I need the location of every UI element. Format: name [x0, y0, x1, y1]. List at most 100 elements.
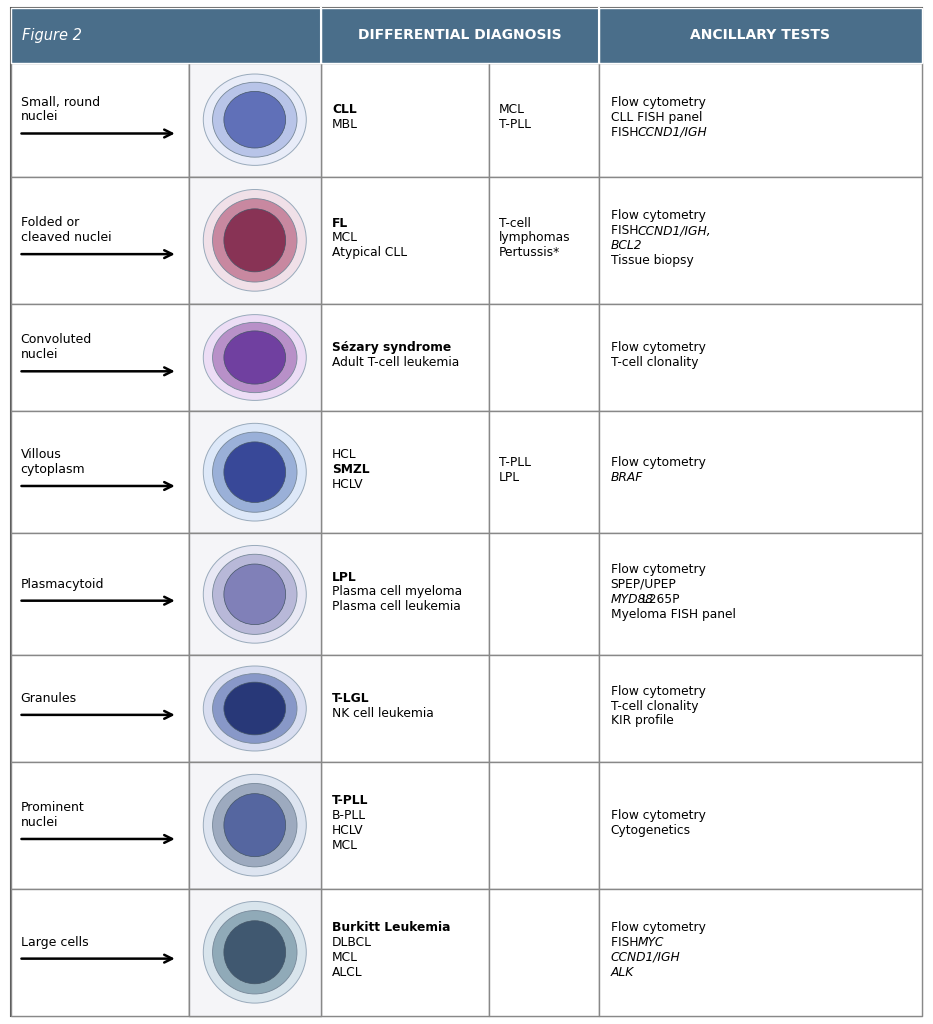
- Ellipse shape: [224, 331, 285, 384]
- Ellipse shape: [224, 209, 285, 271]
- Bar: [321, 762, 489, 889]
- Bar: [599, 8, 922, 62]
- Bar: [599, 411, 922, 534]
- Ellipse shape: [224, 91, 285, 148]
- Bar: [11, 62, 188, 177]
- Text: T-LGL: T-LGL: [332, 692, 369, 706]
- Text: DLBCL: DLBCL: [332, 936, 372, 949]
- Text: B-PLL: B-PLL: [332, 809, 366, 822]
- Text: MCL: MCL: [498, 103, 524, 117]
- Text: MYC: MYC: [638, 936, 664, 949]
- Bar: [188, 889, 321, 1016]
- Text: Flow cytometry: Flow cytometry: [611, 685, 705, 697]
- Text: SMZL: SMZL: [332, 463, 369, 476]
- Bar: [188, 411, 321, 534]
- Ellipse shape: [203, 666, 306, 751]
- Bar: [188, 304, 321, 411]
- Text: FISH: FISH: [611, 224, 642, 237]
- Text: Figure 2: Figure 2: [22, 28, 82, 43]
- Text: Atypical CLL: Atypical CLL: [332, 247, 407, 259]
- Text: Flow cytometry: Flow cytometry: [611, 809, 705, 822]
- Text: MCL: MCL: [332, 950, 358, 964]
- Bar: [188, 177, 321, 304]
- Text: nuclei: nuclei: [21, 816, 58, 828]
- Bar: [321, 62, 489, 177]
- Text: Adult T-cell leukemia: Adult T-cell leukemia: [332, 356, 459, 369]
- Text: T-cell clonality: T-cell clonality: [611, 699, 698, 713]
- Text: Flow cytometry: Flow cytometry: [611, 209, 705, 222]
- Text: HCLV: HCLV: [332, 478, 364, 492]
- Text: HCLV: HCLV: [332, 823, 364, 837]
- Text: Flow cytometry: Flow cytometry: [611, 96, 705, 109]
- Ellipse shape: [213, 323, 297, 392]
- Ellipse shape: [213, 674, 297, 743]
- Ellipse shape: [224, 682, 285, 735]
- Ellipse shape: [224, 921, 285, 984]
- Text: Granules: Granules: [21, 692, 77, 705]
- Text: nuclei: nuclei: [21, 348, 58, 361]
- Ellipse shape: [224, 794, 285, 857]
- Ellipse shape: [203, 546, 306, 643]
- Text: BRAF: BRAF: [611, 471, 643, 483]
- Text: Large cells: Large cells: [21, 936, 88, 948]
- Bar: [188, 762, 321, 889]
- Ellipse shape: [213, 199, 297, 282]
- Bar: [489, 889, 599, 1016]
- Ellipse shape: [203, 774, 306, 876]
- Bar: [321, 177, 489, 304]
- Bar: [489, 62, 599, 177]
- Bar: [599, 304, 922, 411]
- Text: CCND1/IGH: CCND1/IGH: [611, 950, 680, 964]
- Bar: [11, 655, 188, 762]
- Text: cytoplasm: cytoplasm: [21, 463, 85, 476]
- Text: Cytogenetics: Cytogenetics: [611, 823, 690, 837]
- Ellipse shape: [224, 564, 285, 625]
- Bar: [321, 655, 489, 762]
- Text: Sézary syndrome: Sézary syndrome: [332, 341, 452, 354]
- Bar: [188, 534, 321, 655]
- Text: T-PLL: T-PLL: [332, 794, 369, 807]
- Text: Burkitt Leukemia: Burkitt Leukemia: [332, 921, 451, 934]
- Bar: [489, 304, 599, 411]
- Text: HCL: HCL: [332, 449, 356, 462]
- Text: T-cell clonality: T-cell clonality: [611, 356, 698, 369]
- Text: cleaved nuclei: cleaved nuclei: [21, 231, 111, 244]
- Bar: [11, 534, 188, 655]
- Text: ALK: ALK: [611, 966, 634, 979]
- Text: Villous: Villous: [21, 449, 62, 461]
- Bar: [489, 177, 599, 304]
- Ellipse shape: [213, 82, 297, 157]
- Bar: [489, 655, 599, 762]
- Text: Myeloma FISH panel: Myeloma FISH panel: [611, 607, 735, 621]
- Ellipse shape: [213, 432, 297, 512]
- Bar: [321, 534, 489, 655]
- Text: KIR profile: KIR profile: [611, 715, 674, 727]
- Text: MBL: MBL: [332, 118, 358, 131]
- Bar: [599, 889, 922, 1016]
- Text: T-PLL: T-PLL: [498, 456, 531, 469]
- Text: SPEP/UPEP: SPEP/UPEP: [611, 578, 676, 591]
- Bar: [321, 411, 489, 534]
- Text: CCND1/IGH: CCND1/IGH: [638, 126, 708, 138]
- Bar: [11, 304, 188, 411]
- Text: Convoluted: Convoluted: [21, 334, 91, 346]
- Ellipse shape: [224, 442, 285, 503]
- Bar: [188, 411, 321, 534]
- Bar: [489, 762, 599, 889]
- Text: Tissue biopsy: Tissue biopsy: [611, 254, 693, 266]
- Bar: [11, 8, 321, 62]
- Text: Pertussis*: Pertussis*: [498, 247, 560, 259]
- Bar: [599, 655, 922, 762]
- Text: Plasma cell myeloma: Plasma cell myeloma: [332, 586, 462, 598]
- Bar: [188, 889, 321, 1016]
- Text: ALCL: ALCL: [332, 966, 363, 979]
- Bar: [188, 62, 321, 177]
- Bar: [188, 62, 321, 177]
- Text: Flow cytometry: Flow cytometry: [611, 456, 705, 469]
- Text: LPL: LPL: [498, 471, 520, 483]
- Bar: [11, 411, 188, 534]
- Bar: [599, 62, 922, 177]
- Bar: [188, 304, 321, 411]
- Ellipse shape: [203, 189, 306, 291]
- Ellipse shape: [203, 423, 306, 521]
